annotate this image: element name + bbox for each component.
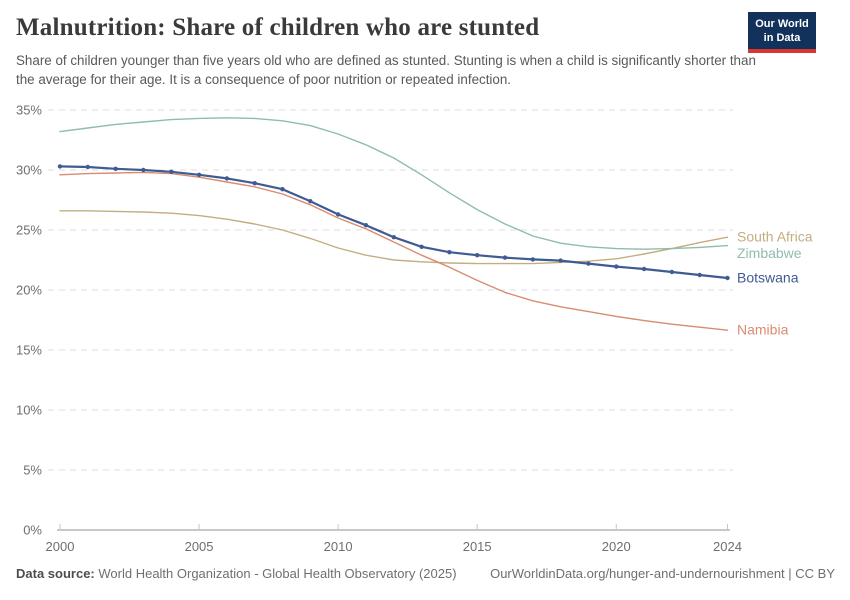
botswana-marker-2017[interactable] [530,257,535,262]
data-source-label: Data source: [16,566,95,581]
botswana-marker-2013[interactable] [419,244,424,249]
series-label-namibia[interactable]: Namibia [737,322,789,338]
x-tick-label-2010: 2010 [324,539,353,554]
botswana-marker-2009[interactable] [308,199,313,204]
y-tick-label-35: 35% [16,103,42,118]
line-namibia[interactable] [59,171,729,331]
line-south-africa[interactable] [59,210,729,265]
botswana-marker-2001[interactable] [85,164,91,170]
botswana-marker-2018[interactable] [558,258,563,263]
botswana-marker-2011[interactable] [363,223,369,228]
x-tick-label-2020: 2020 [602,539,631,554]
y-tick-label-30: 30% [16,163,42,178]
botswana-marker-2012[interactable] [391,235,396,240]
botswana-marker-2010[interactable] [335,212,341,217]
y-tick-label-0: 0% [23,523,42,538]
y-tick-label-20: 20% [16,283,42,298]
logo-line2: in Data [763,32,801,45]
botswana-marker-2005[interactable] [196,172,202,177]
line-zimbabwe[interactable] [59,117,729,250]
x-tick-label-2024: 2024 [713,539,742,554]
y-tick-label-5: 5% [23,463,42,478]
page-title: Malnutrition: Share of children who are … [16,14,540,41]
chart-footer: Data source: World Health Organization -… [16,566,835,581]
botswana-marker-2007[interactable] [252,181,257,186]
botswana-marker-2008[interactable] [280,187,285,192]
chart-subtitle: Share of children younger than five year… [16,53,756,88]
y-tick-label-10: 10% [16,403,42,418]
botswana-marker-2019[interactable] [586,261,591,266]
owid-logo[interactable]: Our World in Data [748,12,816,54]
series-label-botswana[interactable]: Botswana [737,270,799,286]
x-tick-label-2015: 2015 [463,539,492,554]
chart-header: Malnutrition: Share of children who are … [16,12,834,89]
botswana-marker-2014[interactable] [447,250,452,255]
botswana-marker-2002[interactable] [113,166,118,171]
botswana-marker-2023[interactable] [697,272,702,278]
x-tick-label-2005: 2005 [185,539,214,554]
x-tick-label-2000: 2000 [46,539,75,554]
botswana-marker-2015[interactable] [475,253,480,258]
data-source-note: Data source: World Health Organization -… [16,566,457,581]
botswana-marker-2021[interactable] [641,266,647,272]
owid-url-link[interactable]: OurWorldinData.org/hunger-and-undernouri… [490,566,835,581]
botswana-marker-2022[interactable] [669,269,675,275]
botswana-marker-2004[interactable] [169,169,174,174]
botswana-marker-2003[interactable] [141,167,146,173]
botswana-marker-2000[interactable] [57,164,63,169]
botswana-marker-2006[interactable] [224,176,230,181]
logo-line1: Our World [755,18,809,30]
botswana-marker-2024[interactable] [725,275,730,281]
y-tick-label-25: 25% [16,223,42,238]
series-label-zimbabwe[interactable]: Zimbabwe [737,245,802,261]
line-botswana[interactable] [58,165,729,280]
series-label-south-africa[interactable]: South Africa [737,229,813,245]
y-tick-label-15: 15% [16,343,42,358]
data-source-text: World Health Organization - Global Healt… [98,566,457,581]
botswana-marker-2016[interactable] [502,255,508,260]
botswana-marker-2020[interactable] [614,264,619,269]
